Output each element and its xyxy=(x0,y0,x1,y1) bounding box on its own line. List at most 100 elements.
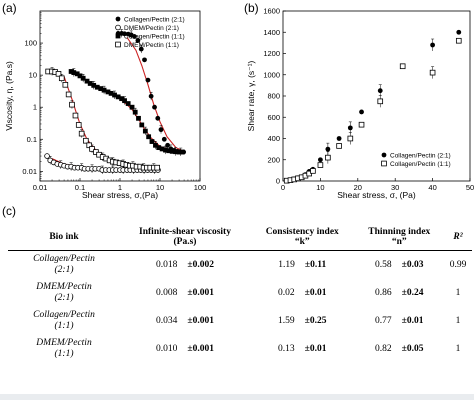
header-infinite-line1: Infinite-shear viscosity xyxy=(139,227,231,237)
legend-marker xyxy=(115,33,121,39)
x-axis-title: Shear stress, σ, (Pa) xyxy=(337,190,416,200)
data-point xyxy=(310,168,316,174)
data-point xyxy=(72,112,79,119)
viscosity-error: ±0.001 xyxy=(187,316,214,326)
data-point xyxy=(105,89,111,95)
y-tick-label: 600 xyxy=(267,113,280,122)
cell-r2: 1 xyxy=(444,279,472,307)
table-header-row: Bio ink Infinite-shear viscosity (Pa.s) … xyxy=(8,224,472,251)
data-point xyxy=(58,75,65,82)
x-tick-label: 0.01 xyxy=(33,183,48,192)
cell-thinning: 0.86 ±0.24 xyxy=(355,279,445,307)
data-point xyxy=(87,81,93,86)
header-infinite-shear: Infinite-shear viscosity (Pa.s) xyxy=(120,224,250,251)
r2-value: 1 xyxy=(455,288,461,298)
x-tick-label: 0 xyxy=(281,183,285,192)
data-point xyxy=(155,115,161,121)
y-tick-label: 800 xyxy=(267,92,280,101)
data-point xyxy=(173,149,178,155)
data-point xyxy=(94,84,100,90)
cell-infinite-shear: 0.010 ±0.001 xyxy=(120,335,250,363)
y-tick-label: 1200 xyxy=(263,49,280,58)
bio-ink-ratio: (1:1) xyxy=(54,321,74,331)
data-point xyxy=(165,142,171,148)
bio-ink-ratio: (2:1) xyxy=(54,293,74,303)
fit-line xyxy=(126,37,185,152)
cell-r2: 1 xyxy=(444,307,472,335)
viscosity-error: ±0.002 xyxy=(187,260,214,270)
viscosity-value: 0.008 xyxy=(156,288,178,298)
header-infinite-line2: (Pa.s) xyxy=(173,237,197,247)
data-point xyxy=(325,146,331,152)
x-tick-label: 20 xyxy=(354,183,362,192)
consistency-value: 0.13 xyxy=(278,344,295,354)
viscosity-error: ±0.001 xyxy=(187,344,214,354)
bio-ink-ratio: (1:1) xyxy=(54,349,74,359)
data-point xyxy=(119,96,125,102)
thinning-error: ±0.24 xyxy=(401,288,424,298)
y-axis-title: Viscosity, η, (Pa.s) xyxy=(4,61,14,131)
viscosity-error: ±0.001 xyxy=(187,288,214,298)
x-tick-label: 50 xyxy=(466,183,474,192)
data-point xyxy=(62,81,69,88)
chart-b: 0 10 20 30 40 50 0 200 400 600 800 1000 1200 1400 1600… xyxy=(246,7,474,201)
y-tick-label: 0.1 xyxy=(27,135,37,144)
data-point xyxy=(136,115,141,121)
data-point xyxy=(44,153,50,159)
panel-b-label: (b) xyxy=(244,1,259,15)
data-point xyxy=(336,143,342,149)
data-point xyxy=(142,128,148,134)
data-point xyxy=(318,157,323,163)
data-point xyxy=(77,73,83,79)
bio-ink-name: DMEM/Pectin xyxy=(36,282,92,292)
header-thinning-line1: Thinning index xyxy=(368,227,431,237)
cell-infinite-shear: 0.008 ±0.001 xyxy=(120,279,250,307)
thinning-error: ±0.01 xyxy=(401,316,424,326)
legend-marker xyxy=(115,24,121,31)
data-point xyxy=(399,63,406,70)
viscosity-value: 0.018 xyxy=(156,260,178,270)
y-tick-label: 400 xyxy=(267,134,280,143)
data-point xyxy=(132,34,137,39)
data-point xyxy=(166,148,172,154)
consistency-error: ±0.25 xyxy=(304,316,327,326)
header-r2: R² xyxy=(444,224,472,251)
data-point xyxy=(159,146,165,152)
data-point xyxy=(135,38,141,43)
data-point xyxy=(429,69,436,76)
legend-marker xyxy=(115,16,121,22)
bio-ink-name: DMEM/Pectin xyxy=(36,338,92,348)
bottom-strip xyxy=(0,394,474,400)
data-point xyxy=(358,121,365,128)
consistency-value: 0.02 xyxy=(278,288,295,298)
header-bio-ink: Bio ink xyxy=(49,232,79,242)
table-row: Collagen/Pectin (1:1) 0.034 ±0.001 1.59 ±0.25… xyxy=(8,307,472,335)
data-point xyxy=(122,31,127,37)
data-point xyxy=(377,88,383,94)
data-point xyxy=(156,145,162,151)
consistency-error: ±0.11 xyxy=(304,260,327,270)
bio-ink-name: Collagen/Pectin xyxy=(33,310,95,320)
cell-infinite-shear: 0.018 ±0.002 xyxy=(120,251,250,280)
consistency-value: 1.19 xyxy=(278,260,295,270)
cell-consistency: 1.19 ±0.11 xyxy=(250,251,355,280)
data-point xyxy=(158,127,164,133)
r2-value: 1 xyxy=(455,316,461,326)
data-point xyxy=(176,149,182,155)
data-point xyxy=(152,104,157,110)
data-point xyxy=(325,154,331,161)
header-r2-text: R² xyxy=(453,232,463,242)
thinning-value: 0.86 xyxy=(375,288,392,298)
data-point xyxy=(78,130,85,137)
thinning-value: 0.82 xyxy=(375,344,392,354)
data-point xyxy=(161,136,167,142)
header-thinning: Thinning index “n” xyxy=(355,224,445,251)
data-point xyxy=(80,75,86,81)
x-tick-label: 100 xyxy=(194,183,207,192)
data-point xyxy=(145,77,151,83)
data-point xyxy=(456,29,462,35)
data-point xyxy=(169,148,175,154)
x-tick-label: 40 xyxy=(428,183,436,192)
data-point xyxy=(138,46,144,52)
thinning-value: 0.77 xyxy=(375,316,392,326)
